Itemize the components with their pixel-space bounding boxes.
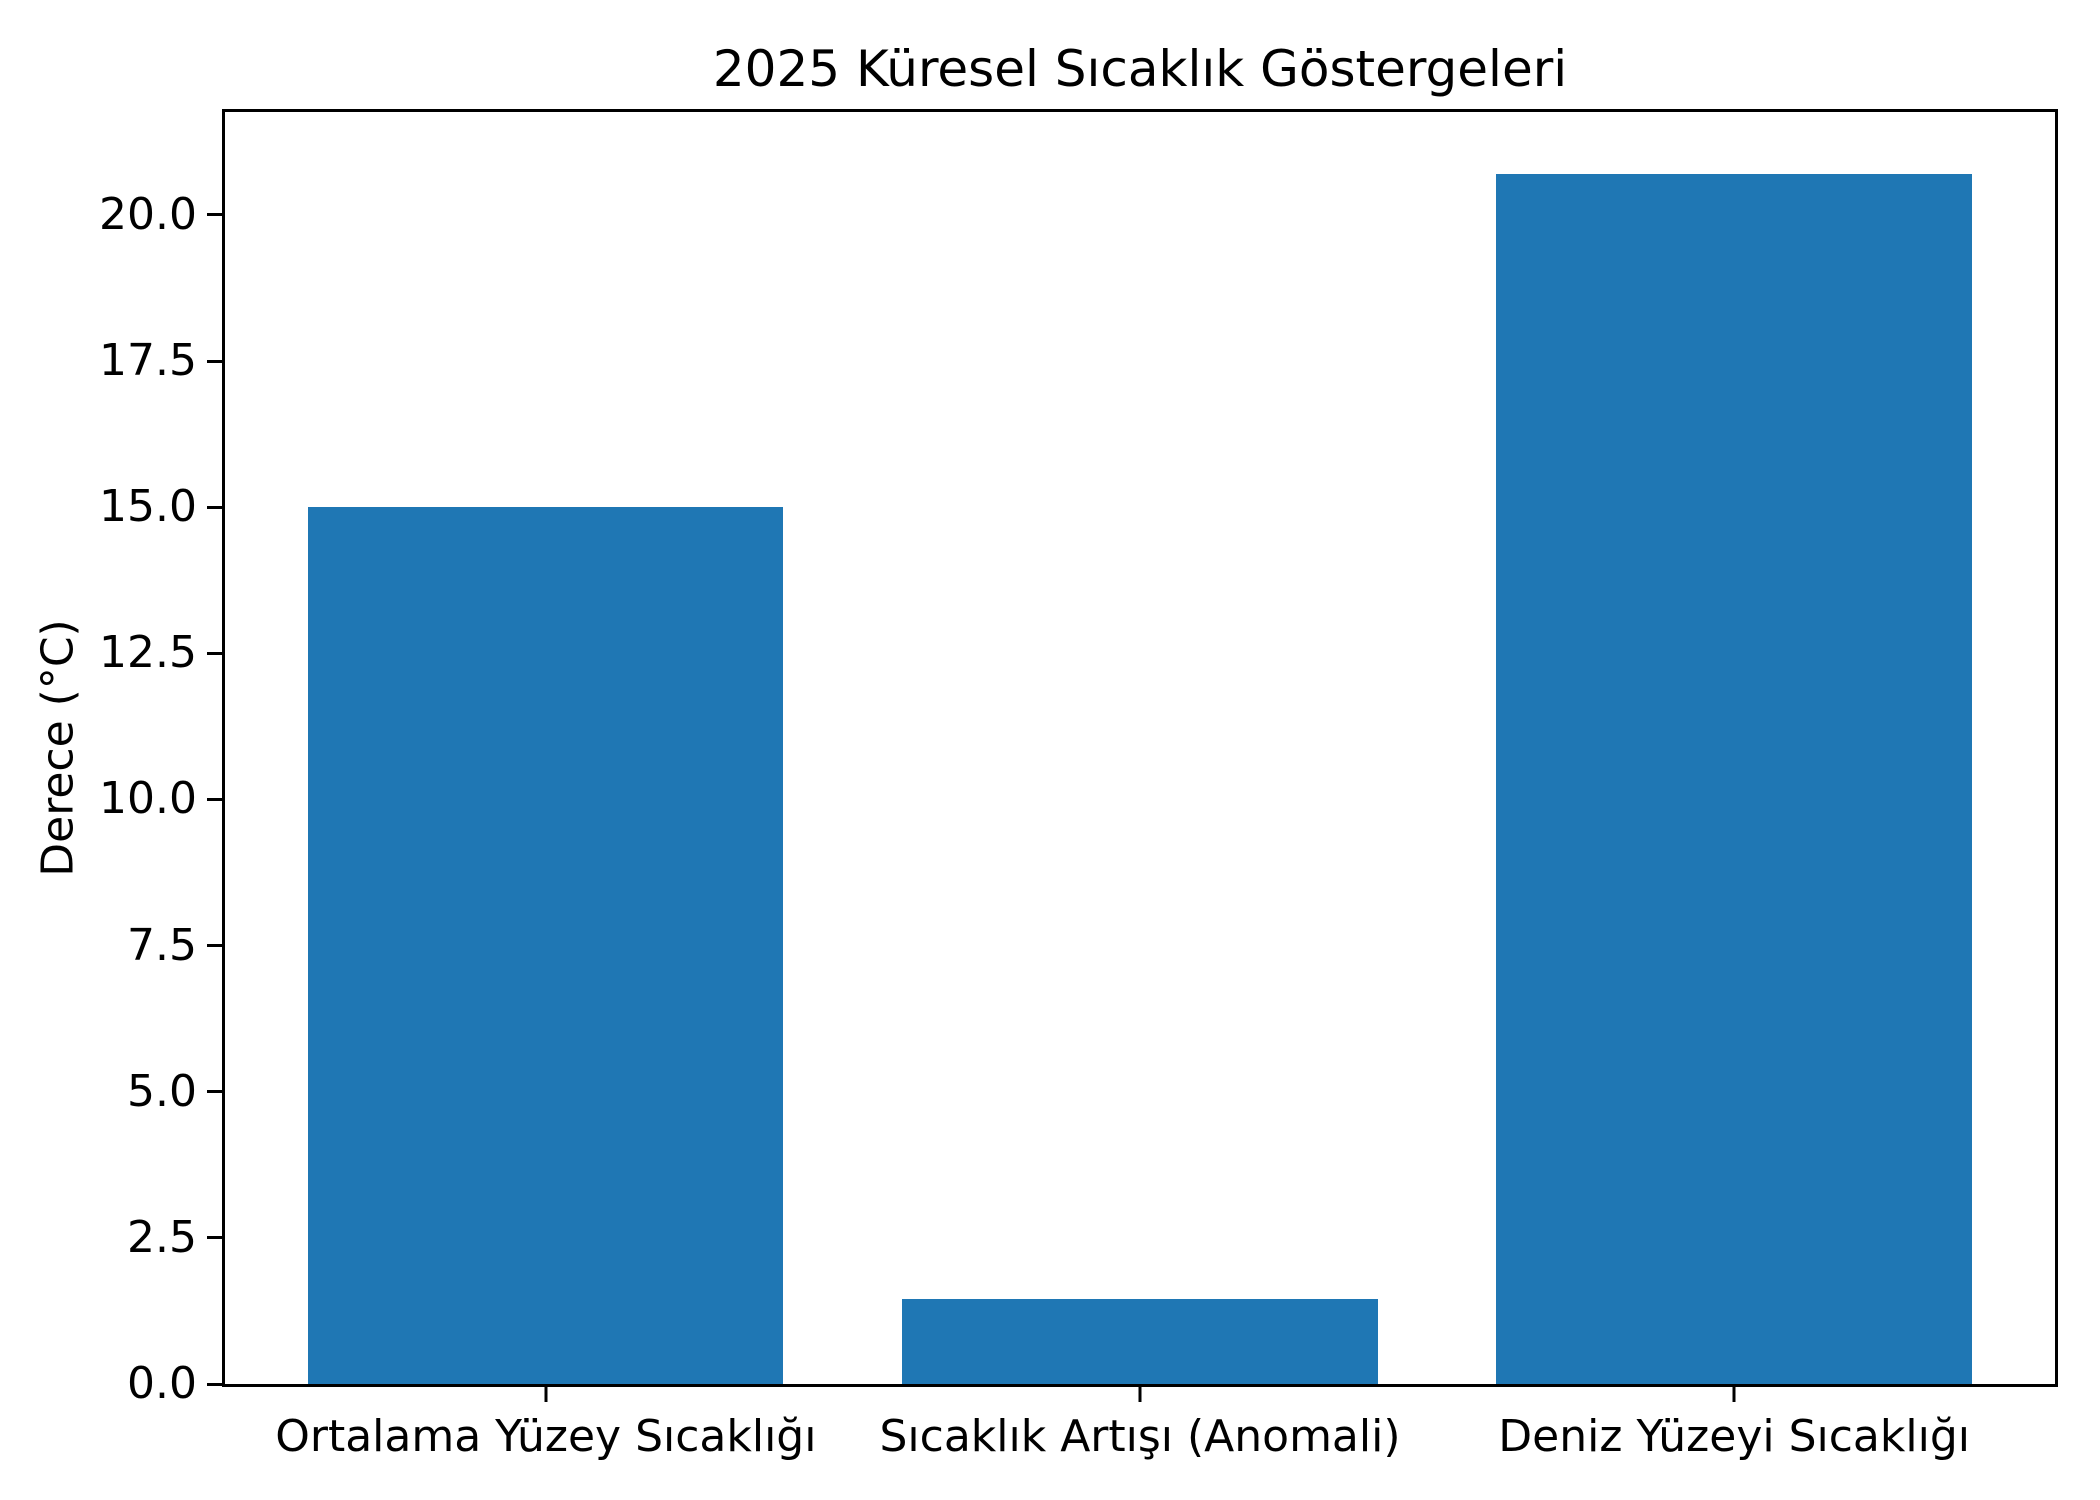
y-tick-label: 20.0 xyxy=(99,188,197,240)
y-axis-tick xyxy=(207,359,222,363)
x-axis-tick xyxy=(1138,1387,1142,1402)
y-axis-tick xyxy=(207,1090,222,1094)
plot-area: 0.0 2.5 5.0 7.5 10.0 12.5 15.0 17.5 20.0 Ortalama… xyxy=(99,109,2058,1462)
x-tick-label: Sıcaklık Artışı (Anomali) xyxy=(879,1411,1401,1462)
y-axis-tick xyxy=(207,651,222,655)
x-axis-tick xyxy=(544,1387,548,1402)
y-tick-label: 2.5 xyxy=(127,1211,197,1263)
bar-3 xyxy=(1496,173,1972,1384)
y-axis-tick xyxy=(207,1382,222,1386)
y-tick-label: 0.0 xyxy=(127,1358,197,1409)
x-tick-label: Deniz Yüzeyi Sıcaklığı xyxy=(1498,1411,1970,1462)
y-tick-label: 15.0 xyxy=(99,481,197,533)
bar-2 xyxy=(902,1299,1378,1384)
x-tick-label: Ortalama Yüzey Sıcaklığı xyxy=(275,1411,817,1462)
y-axis-tick xyxy=(207,213,222,217)
y-axis-label: Derece (°C) xyxy=(32,619,84,877)
y-axis-tick xyxy=(207,797,222,801)
y-axis-tick xyxy=(207,944,222,948)
y-axis-tick xyxy=(207,505,222,509)
y-tick-label: 7.5 xyxy=(127,919,197,971)
x-axis-tick xyxy=(1732,1387,1736,1402)
y-axis-tick xyxy=(207,1236,222,1240)
y-tick-label: 10.0 xyxy=(99,773,197,825)
y-tick-label: 17.5 xyxy=(99,335,197,387)
y-tick-label: 12.5 xyxy=(99,627,197,679)
bar-1 xyxy=(308,507,784,1384)
chart-title: 2025 Küresel Sıcaklık Göstergeleri xyxy=(712,40,1568,98)
y-tick-label: 5.0 xyxy=(127,1065,197,1117)
